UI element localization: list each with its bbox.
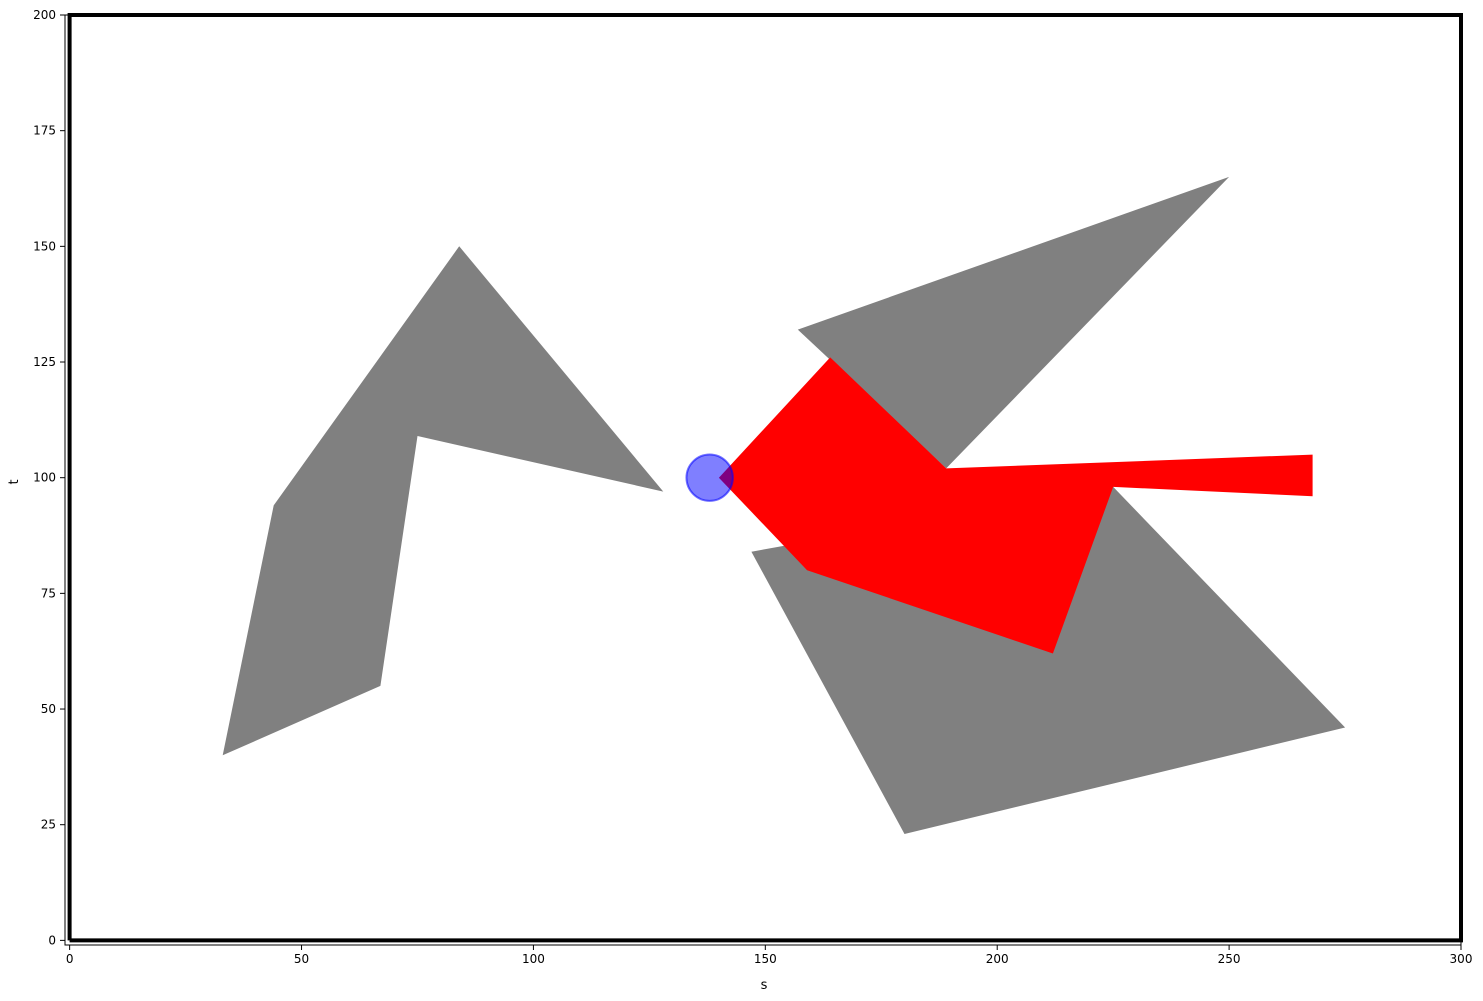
x-tick-label: 0	[66, 952, 74, 966]
x-tick-label: 150	[754, 952, 777, 966]
y-axis-label: t	[7, 479, 22, 484]
sensor-region	[718, 357, 1313, 654]
x-tick-label: 50	[294, 952, 309, 966]
axes-frame	[64, 14, 1462, 946]
x-tick-label: 200	[986, 952, 1009, 966]
y-tick-label: 0	[48, 933, 56, 947]
y-tick-label: 150	[33, 239, 56, 253]
y-tick-label: 75	[41, 586, 56, 600]
y-tick-label: 50	[41, 702, 56, 716]
y-tick-label: 200	[33, 8, 56, 22]
axes: 0 50 100 150 200 250 300 0 25 50 75 100 125 150 175 200	[33, 8, 1472, 966]
x-axis-label: s	[761, 978, 768, 993]
y-tick-label: 125	[33, 355, 56, 369]
x-tick-label: 300	[1450, 952, 1473, 966]
y-tick-label: 175	[33, 124, 56, 138]
obstacle-1	[222, 246, 664, 756]
x-tick-label: 100	[522, 952, 545, 966]
y-tick-label: 25	[41, 818, 56, 832]
x-tick-label: 250	[1218, 952, 1241, 966]
obstacle-2	[797, 176, 1230, 469]
robot-marker	[685, 453, 734, 502]
y-tick-label: 100	[33, 471, 56, 485]
plot-area	[67, 13, 1463, 943]
